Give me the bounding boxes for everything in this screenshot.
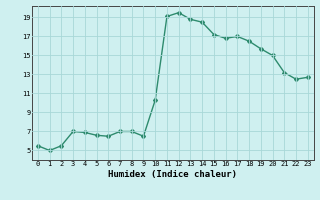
- X-axis label: Humidex (Indice chaleur): Humidex (Indice chaleur): [108, 170, 237, 179]
